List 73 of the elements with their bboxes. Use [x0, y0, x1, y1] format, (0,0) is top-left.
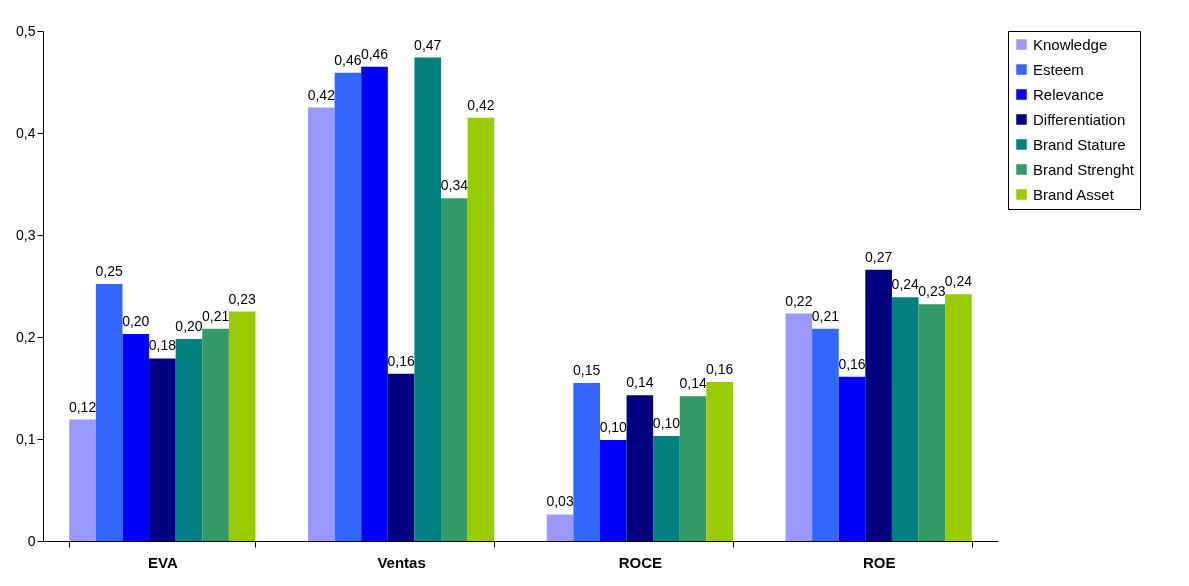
bar	[918, 304, 946, 541]
data-label: 0,21	[201, 307, 230, 324]
bar	[308, 107, 335, 541]
bar	[387, 373, 415, 541]
data-label: 0,16	[387, 352, 415, 369]
bar	[202, 328, 229, 541]
bar	[546, 514, 574, 541]
bar	[706, 381, 733, 541]
legend-label: Brand Strenght	[1033, 160, 1135, 178]
bar	[838, 376, 866, 541]
data-label: 0,21	[811, 307, 840, 324]
x-tick-label: EVA	[148, 553, 178, 571]
data-label: 0,03	[546, 493, 574, 510]
legend-label: Knowledge	[1033, 35, 1108, 53]
data-label: 0,16	[838, 355, 866, 372]
bar	[865, 269, 892, 541]
legend-label: Relevance	[1033, 85, 1104, 103]
y-tick-label: 0,5	[16, 22, 36, 39]
bar	[69, 419, 96, 541]
data-label: 0,42	[467, 96, 495, 113]
legend-label: Brand Stature	[1033, 135, 1126, 153]
data-label: 0,25	[95, 262, 123, 279]
x-tick-label: ROE	[862, 553, 896, 571]
data-label: 0,20	[175, 318, 203, 335]
data-label: 0,47	[414, 36, 442, 53]
y-tick-label: 0,3	[16, 226, 36, 243]
bar	[573, 382, 600, 541]
x-tick-label: ROCE	[618, 553, 663, 571]
data-label: 0,16	[706, 360, 734, 377]
data-label: 0,22	[785, 292, 813, 309]
y-tick-label: 0,1	[16, 430, 36, 447]
data-label: 0,23	[228, 290, 257, 307]
y-tick-label: 0,2	[16, 328, 36, 345]
bar	[891, 297, 919, 541]
bar	[599, 440, 627, 541]
bar	[95, 283, 123, 541]
bar	[626, 395, 654, 541]
bar	[334, 72, 362, 541]
legend-label: Brand Asset	[1033, 185, 1115, 203]
data-label: 0,27	[865, 248, 893, 265]
bar	[441, 198, 468, 541]
bar	[175, 339, 203, 541]
data-label: 0,46	[334, 51, 362, 68]
legend-label: Differentiation	[1033, 110, 1126, 128]
data-label: 0,20	[122, 312, 150, 329]
data-label: 0,10	[599, 419, 628, 436]
bar	[812, 328, 839, 541]
data-label: 0,24	[944, 273, 973, 290]
legend-label: Esteem	[1033, 60, 1084, 78]
bar	[467, 117, 495, 541]
bar	[945, 294, 972, 541]
y-tick-label: 0,4	[16, 124, 36, 141]
x-tick-label: Ventas	[377, 553, 426, 571]
bar	[785, 313, 813, 541]
bar	[414, 57, 442, 541]
bar	[361, 66, 388, 541]
bar	[149, 358, 176, 541]
bar	[679, 396, 707, 541]
data-label: 0,14	[626, 374, 654, 391]
data-label: 0,18	[148, 337, 177, 354]
data-label: 0,34	[440, 177, 469, 194]
y-tick-label: 0	[27, 532, 36, 549]
data-label: 0,46	[360, 45, 389, 62]
data-label: 0,23	[918, 283, 946, 300]
data-label: 0,10	[652, 414, 681, 431]
data-label: 0,14	[679, 375, 707, 392]
data-label: 0,24	[891, 276, 920, 293]
data-label: 0,15	[573, 361, 601, 378]
bar	[122, 333, 150, 541]
data-label: 0,42	[307, 86, 336, 103]
data-label: 0,12	[68, 398, 97, 415]
bar	[228, 311, 256, 541]
bar	[653, 435, 680, 541]
